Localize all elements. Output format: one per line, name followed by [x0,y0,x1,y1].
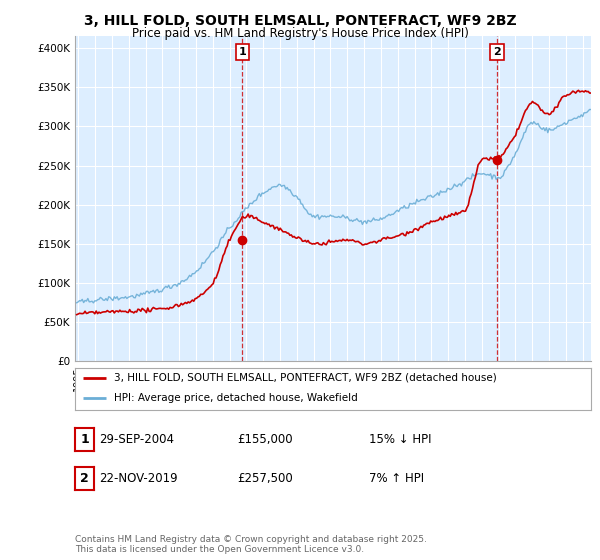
Text: 3, HILL FOLD, SOUTH ELMSALL, PONTEFRACT, WF9 2BZ (detached house): 3, HILL FOLD, SOUTH ELMSALL, PONTEFRACT,… [114,373,496,383]
Text: 22-NOV-2019: 22-NOV-2019 [99,472,178,485]
Text: Price paid vs. HM Land Registry's House Price Index (HPI): Price paid vs. HM Land Registry's House … [131,27,469,40]
Text: 3, HILL FOLD, SOUTH ELMSALL, PONTEFRACT, WF9 2BZ: 3, HILL FOLD, SOUTH ELMSALL, PONTEFRACT,… [83,14,517,28]
Text: 15% ↓ HPI: 15% ↓ HPI [369,433,431,446]
Text: £155,000: £155,000 [237,433,293,446]
Text: Contains HM Land Registry data © Crown copyright and database right 2025.
This d: Contains HM Land Registry data © Crown c… [75,535,427,554]
Text: 2: 2 [80,472,89,485]
Text: 7% ↑ HPI: 7% ↑ HPI [369,472,424,485]
Text: £257,500: £257,500 [237,472,293,485]
Text: 1: 1 [238,47,246,57]
Text: HPI: Average price, detached house, Wakefield: HPI: Average price, detached house, Wake… [114,393,358,403]
Text: 2: 2 [493,47,501,57]
Text: 29-SEP-2004: 29-SEP-2004 [99,433,174,446]
Text: 1: 1 [80,433,89,446]
